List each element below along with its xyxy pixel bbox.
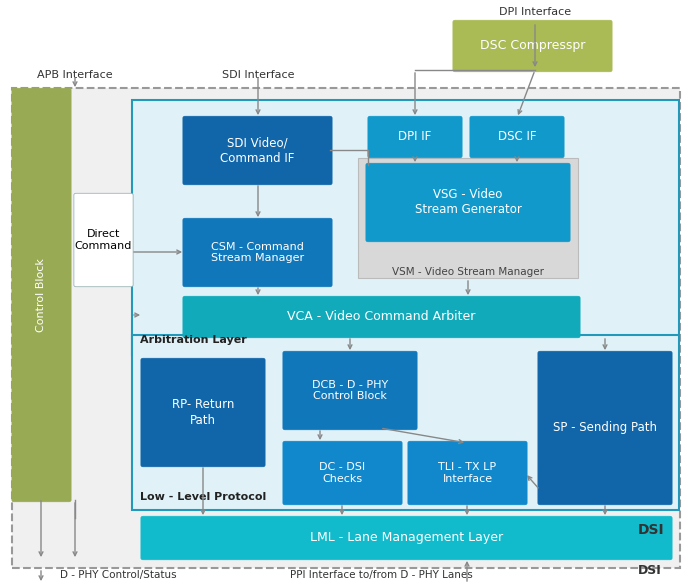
Text: DSC Compresspr: DSC Compresspr [480, 40, 585, 53]
Text: D - PHY Control/Status: D - PHY Control/Status [60, 570, 176, 580]
FancyBboxPatch shape [132, 335, 679, 510]
FancyBboxPatch shape [132, 100, 679, 355]
Text: Direct
Command: Direct Command [75, 229, 132, 251]
Text: DPI IF: DPI IF [398, 130, 432, 144]
FancyBboxPatch shape [283, 351, 417, 430]
Text: DSC IF: DSC IF [498, 130, 536, 144]
Text: DSI: DSI [638, 523, 664, 537]
Text: Low - Level Protocol: Low - Level Protocol [140, 492, 266, 502]
FancyBboxPatch shape [538, 351, 672, 505]
FancyBboxPatch shape [368, 116, 462, 158]
FancyBboxPatch shape [141, 358, 265, 467]
Text: RP- Return
Path: RP- Return Path [172, 398, 234, 426]
Text: LML - Lane Management Layer: LML - Lane Management Layer [310, 531, 503, 544]
FancyBboxPatch shape [358, 158, 578, 278]
FancyBboxPatch shape [183, 296, 580, 338]
FancyBboxPatch shape [12, 88, 680, 568]
Text: PPI Interface to/from D - PHY Lanes: PPI Interface to/from D - PHY Lanes [290, 570, 473, 580]
Text: VCA - Video Command Arbiter: VCA - Video Command Arbiter [287, 311, 476, 324]
Text: APB Interface: APB Interface [37, 70, 113, 80]
Text: DCB - D - PHY
Control Block: DCB - D - PHY Control Block [312, 380, 388, 401]
Text: SP - Sending Path: SP - Sending Path [553, 422, 657, 434]
FancyBboxPatch shape [283, 442, 402, 505]
Text: DSI: DSI [638, 564, 662, 576]
Text: VSM - Video Stream Manager: VSM - Video Stream Manager [392, 267, 544, 277]
Text: DC - DSI
Checks: DC - DSI Checks [319, 462, 365, 484]
FancyBboxPatch shape [183, 116, 332, 185]
Text: SDI Interface: SDI Interface [222, 70, 294, 80]
FancyBboxPatch shape [74, 193, 133, 287]
FancyBboxPatch shape [12, 88, 71, 502]
Text: Control Block: Control Block [36, 258, 46, 332]
FancyBboxPatch shape [366, 164, 570, 242]
Text: Arbitration Layer: Arbitration Layer [140, 335, 246, 345]
Text: SDI Video/
Command IF: SDI Video/ Command IF [220, 137, 295, 165]
Text: CSM - Command
Stream Manager: CSM - Command Stream Manager [211, 242, 304, 263]
Text: VSG - Video
Stream Generator: VSG - Video Stream Generator [414, 189, 522, 217]
FancyBboxPatch shape [141, 516, 672, 559]
Text: DPI Interface: DPI Interface [499, 7, 571, 17]
FancyBboxPatch shape [408, 442, 527, 505]
FancyBboxPatch shape [183, 218, 332, 287]
FancyBboxPatch shape [470, 116, 564, 158]
Text: TLI - TX LP
Interface: TLI - TX LP Interface [438, 462, 496, 484]
FancyBboxPatch shape [453, 20, 612, 72]
